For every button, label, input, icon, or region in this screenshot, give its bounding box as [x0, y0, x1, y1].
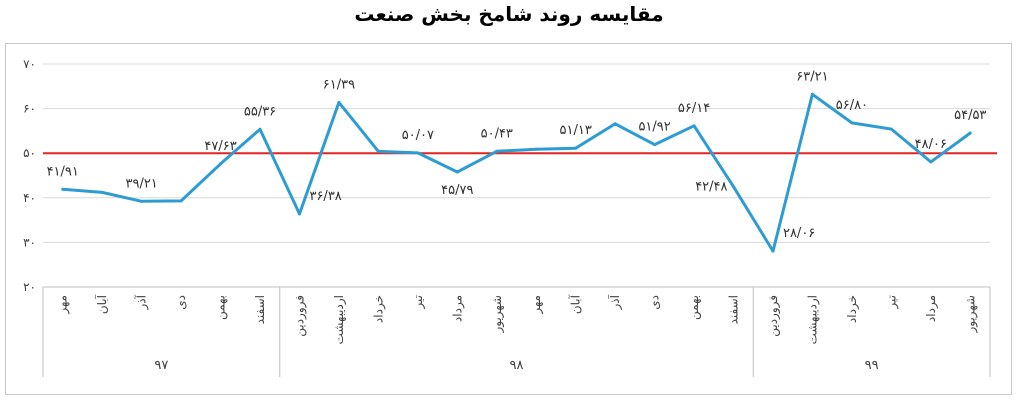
data-point [889, 127, 893, 131]
data-point [219, 162, 223, 166]
x-tick-label: فروردین [766, 295, 781, 337]
data-label: ۶۱/۳۹ [323, 77, 355, 92]
data-label: ۵۰/۰۷ [402, 128, 434, 143]
x-tick-label: شهریور [963, 295, 978, 334]
data-label: ۴۱/۹۱ [47, 164, 79, 179]
data-point [732, 185, 736, 189]
data-point [337, 100, 341, 104]
y-tick-label: ۶۰ [23, 102, 36, 116]
data-label: ۵۰/۴۳ [481, 126, 513, 141]
data-point [455, 170, 459, 174]
x-tick-label: دی [648, 295, 662, 310]
data-point [534, 147, 538, 151]
x-axis: ۹۷ ۹۸ ۹۹ مهر آبان آذر دی بهمن اسفند فروردین اردیبه… [42, 286, 991, 377]
data-point [771, 249, 775, 253]
data-label: ۳۹/۲۱ [125, 176, 157, 191]
data-point [297, 212, 301, 216]
x-tick-label: اردیبهشت [805, 295, 820, 344]
data-point [495, 149, 499, 153]
y-tick-label: ۴۰ [23, 191, 36, 205]
y-tick-label: ۳۰ [23, 235, 36, 249]
data-point [968, 131, 972, 135]
data-point [613, 122, 617, 126]
data-label: ۵۴/۵۳ [954, 108, 986, 123]
x-tick-label: بهمن [214, 295, 229, 320]
group-label: ۹۹ [865, 358, 879, 373]
data-label: ۲۸/۰۶ [783, 226, 815, 241]
data-point [850, 121, 854, 125]
data-point [574, 146, 578, 150]
x-tick-label: خرداد [845, 295, 860, 323]
data-label: ۴۲/۴۸ [695, 180, 727, 195]
data-label: ۵۶/۱۴ [678, 101, 710, 116]
data-label: ۴۷/۶۳ [204, 139, 236, 154]
x-tick-label: شهریور [490, 295, 505, 334]
data-point [416, 151, 420, 155]
y-tick-label: ۲۰ [23, 280, 36, 294]
data-point [61, 187, 65, 191]
data-label: ۴۸/۰۶ [915, 137, 947, 152]
data-point [376, 149, 380, 153]
chart-title: مقایسه روند شامخ بخش صنعت [354, 2, 664, 26]
x-tick-label: دی [174, 295, 188, 310]
y-axis: ۲۰ ۳۰ ۴۰ ۵۰ ۶۰ ۷۰ [23, 57, 36, 294]
x-tick-label: مرداد [924, 295, 939, 322]
x-tick-label: تیر [884, 295, 899, 310]
x-tick-label: اسفند [253, 295, 267, 324]
x-tick-label: فروردین [292, 295, 307, 337]
x-tick-label: تیر [411, 295, 426, 310]
x-tick-label: آبان [94, 294, 109, 314]
x-tick-label: مهر [56, 295, 71, 315]
data-label: ۵۶/۸۰ [836, 98, 868, 113]
x-tick-label: آذر [607, 294, 623, 310]
data-point [653, 143, 657, 147]
x-tick-label: اسفند [727, 295, 741, 324]
data-label: ۳۶/۳۸ [309, 189, 341, 204]
y-tick-label: ۷۰ [23, 57, 36, 71]
data-point [258, 127, 262, 131]
y-tick-label: ۵۰ [23, 146, 36, 160]
data-label: ۵۵/۳۶ [244, 104, 276, 119]
x-tick-label: آذر [134, 294, 150, 310]
data-point [929, 160, 933, 164]
x-tick-label: خرداد [371, 295, 386, 323]
data-point [692, 124, 696, 128]
data-label: ۵۱/۹۲ [638, 120, 670, 135]
group-label: ۹۷ [154, 358, 168, 373]
series-group [61, 92, 972, 253]
data-label: ۴۵/۷۹ [441, 183, 473, 198]
data-point [140, 199, 144, 203]
data-label: ۵۱/۱۳ [560, 123, 592, 138]
x-tick-label: مرداد [450, 295, 465, 322]
data-point [100, 190, 104, 194]
chart-frame [5, 43, 1012, 395]
data-labels: ۴۱/۹۱ ۳۹/۲۱ ۴۷/۶۳ ۵۵/۳۶ ۳۶/۳۸ ۶۱/۳۹ ۵۰/۰۷ ۴۵/۷۹… [47, 69, 986, 241]
x-tick-label: مهر [529, 295, 544, 315]
series-line [62, 92, 972, 253]
x-tick-label: بهمن [687, 295, 702, 320]
x-tick-label: اردیبهشت [332, 295, 347, 344]
x-tick-label: آبان [568, 294, 583, 314]
data-point [179, 199, 183, 203]
data-point [810, 92, 814, 96]
data-label: ۶۳/۲۱ [796, 69, 828, 84]
group-label: ۹۸ [510, 358, 524, 373]
